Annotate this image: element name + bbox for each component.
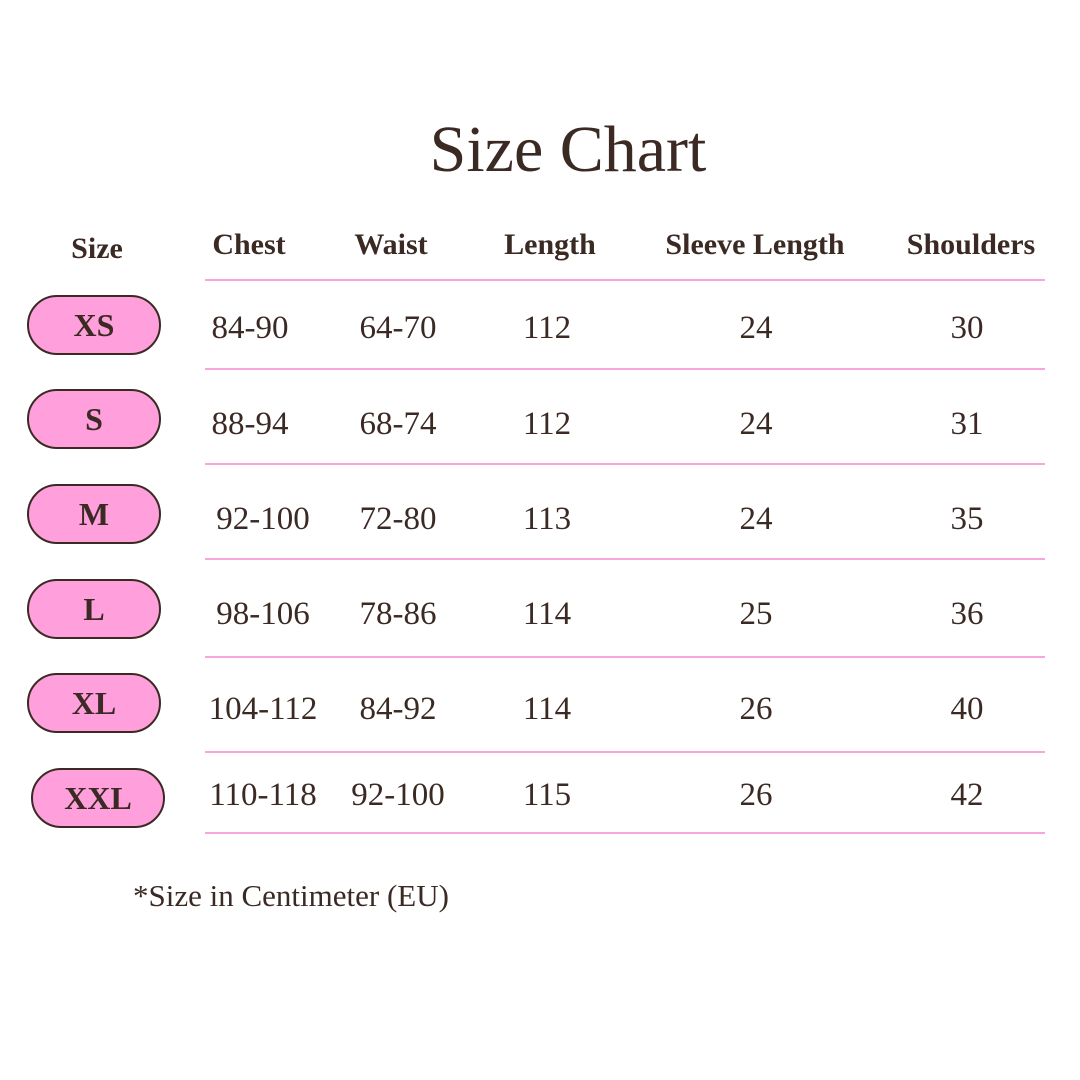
row-divider [205, 558, 1045, 560]
cell-shoulders: 40 [950, 691, 984, 727]
cell-sleeve: 25 [739, 596, 773, 632]
cell-waist: 84-92 [359, 691, 437, 727]
cell-chest: 88-94 [211, 406, 289, 442]
size-badge-s: S [27, 389, 161, 449]
cell-length: 112 [522, 406, 572, 442]
size-badge-xs: XS [27, 295, 161, 355]
cell-shoulders: 36 [950, 596, 984, 632]
cell-chest: 92-100 [216, 501, 310, 537]
cell-chest: 104-112 [208, 691, 318, 727]
cell-length: 114 [522, 596, 572, 632]
cell-length: 115 [522, 777, 572, 813]
cell-waist: 72-80 [359, 501, 437, 537]
size-badge-xl: XL [27, 673, 161, 733]
row-divider [205, 656, 1045, 658]
size-badge-l: L [27, 579, 161, 639]
row-divider [205, 751, 1045, 753]
header-chest: Chest [212, 228, 286, 261]
cell-length: 112 [522, 310, 572, 346]
cell-sleeve: 26 [739, 691, 773, 727]
header-sleeve-length: Sleeve Length [665, 228, 845, 261]
cell-waist: 92-100 [351, 777, 445, 813]
cell-waist: 64-70 [359, 310, 437, 346]
header-length: Length [504, 228, 596, 261]
row-divider [205, 463, 1045, 465]
header-size: Size [71, 232, 123, 265]
cell-shoulders: 30 [950, 310, 984, 346]
cell-chest: 84-90 [211, 310, 289, 346]
cell-shoulders: 42 [950, 777, 984, 813]
cell-length: 114 [522, 691, 572, 727]
cell-sleeve: 24 [739, 406, 773, 442]
header-waist: Waist [354, 228, 428, 261]
cell-sleeve: 26 [739, 777, 773, 813]
size-badge-m: M [27, 484, 161, 544]
cell-sleeve: 24 [739, 501, 773, 537]
cell-waist: 78-86 [359, 596, 437, 632]
header-shoulders: Shoulders [906, 228, 1036, 261]
cell-shoulders: 31 [950, 406, 984, 442]
cell-sleeve: 24 [739, 310, 773, 346]
footnote: *Size in Centimeter (EU) [133, 878, 449, 913]
cell-shoulders: 35 [950, 501, 984, 537]
cell-length: 113 [522, 501, 572, 537]
row-divider [205, 279, 1045, 281]
page-title: Size Chart [429, 113, 707, 186]
size-badge-xxl: XXL [31, 768, 165, 828]
cell-chest: 110-118 [209, 777, 317, 813]
cell-waist: 68-74 [359, 406, 437, 442]
cell-chest: 98-106 [216, 596, 310, 632]
row-divider [205, 368, 1045, 370]
row-divider [205, 832, 1045, 834]
